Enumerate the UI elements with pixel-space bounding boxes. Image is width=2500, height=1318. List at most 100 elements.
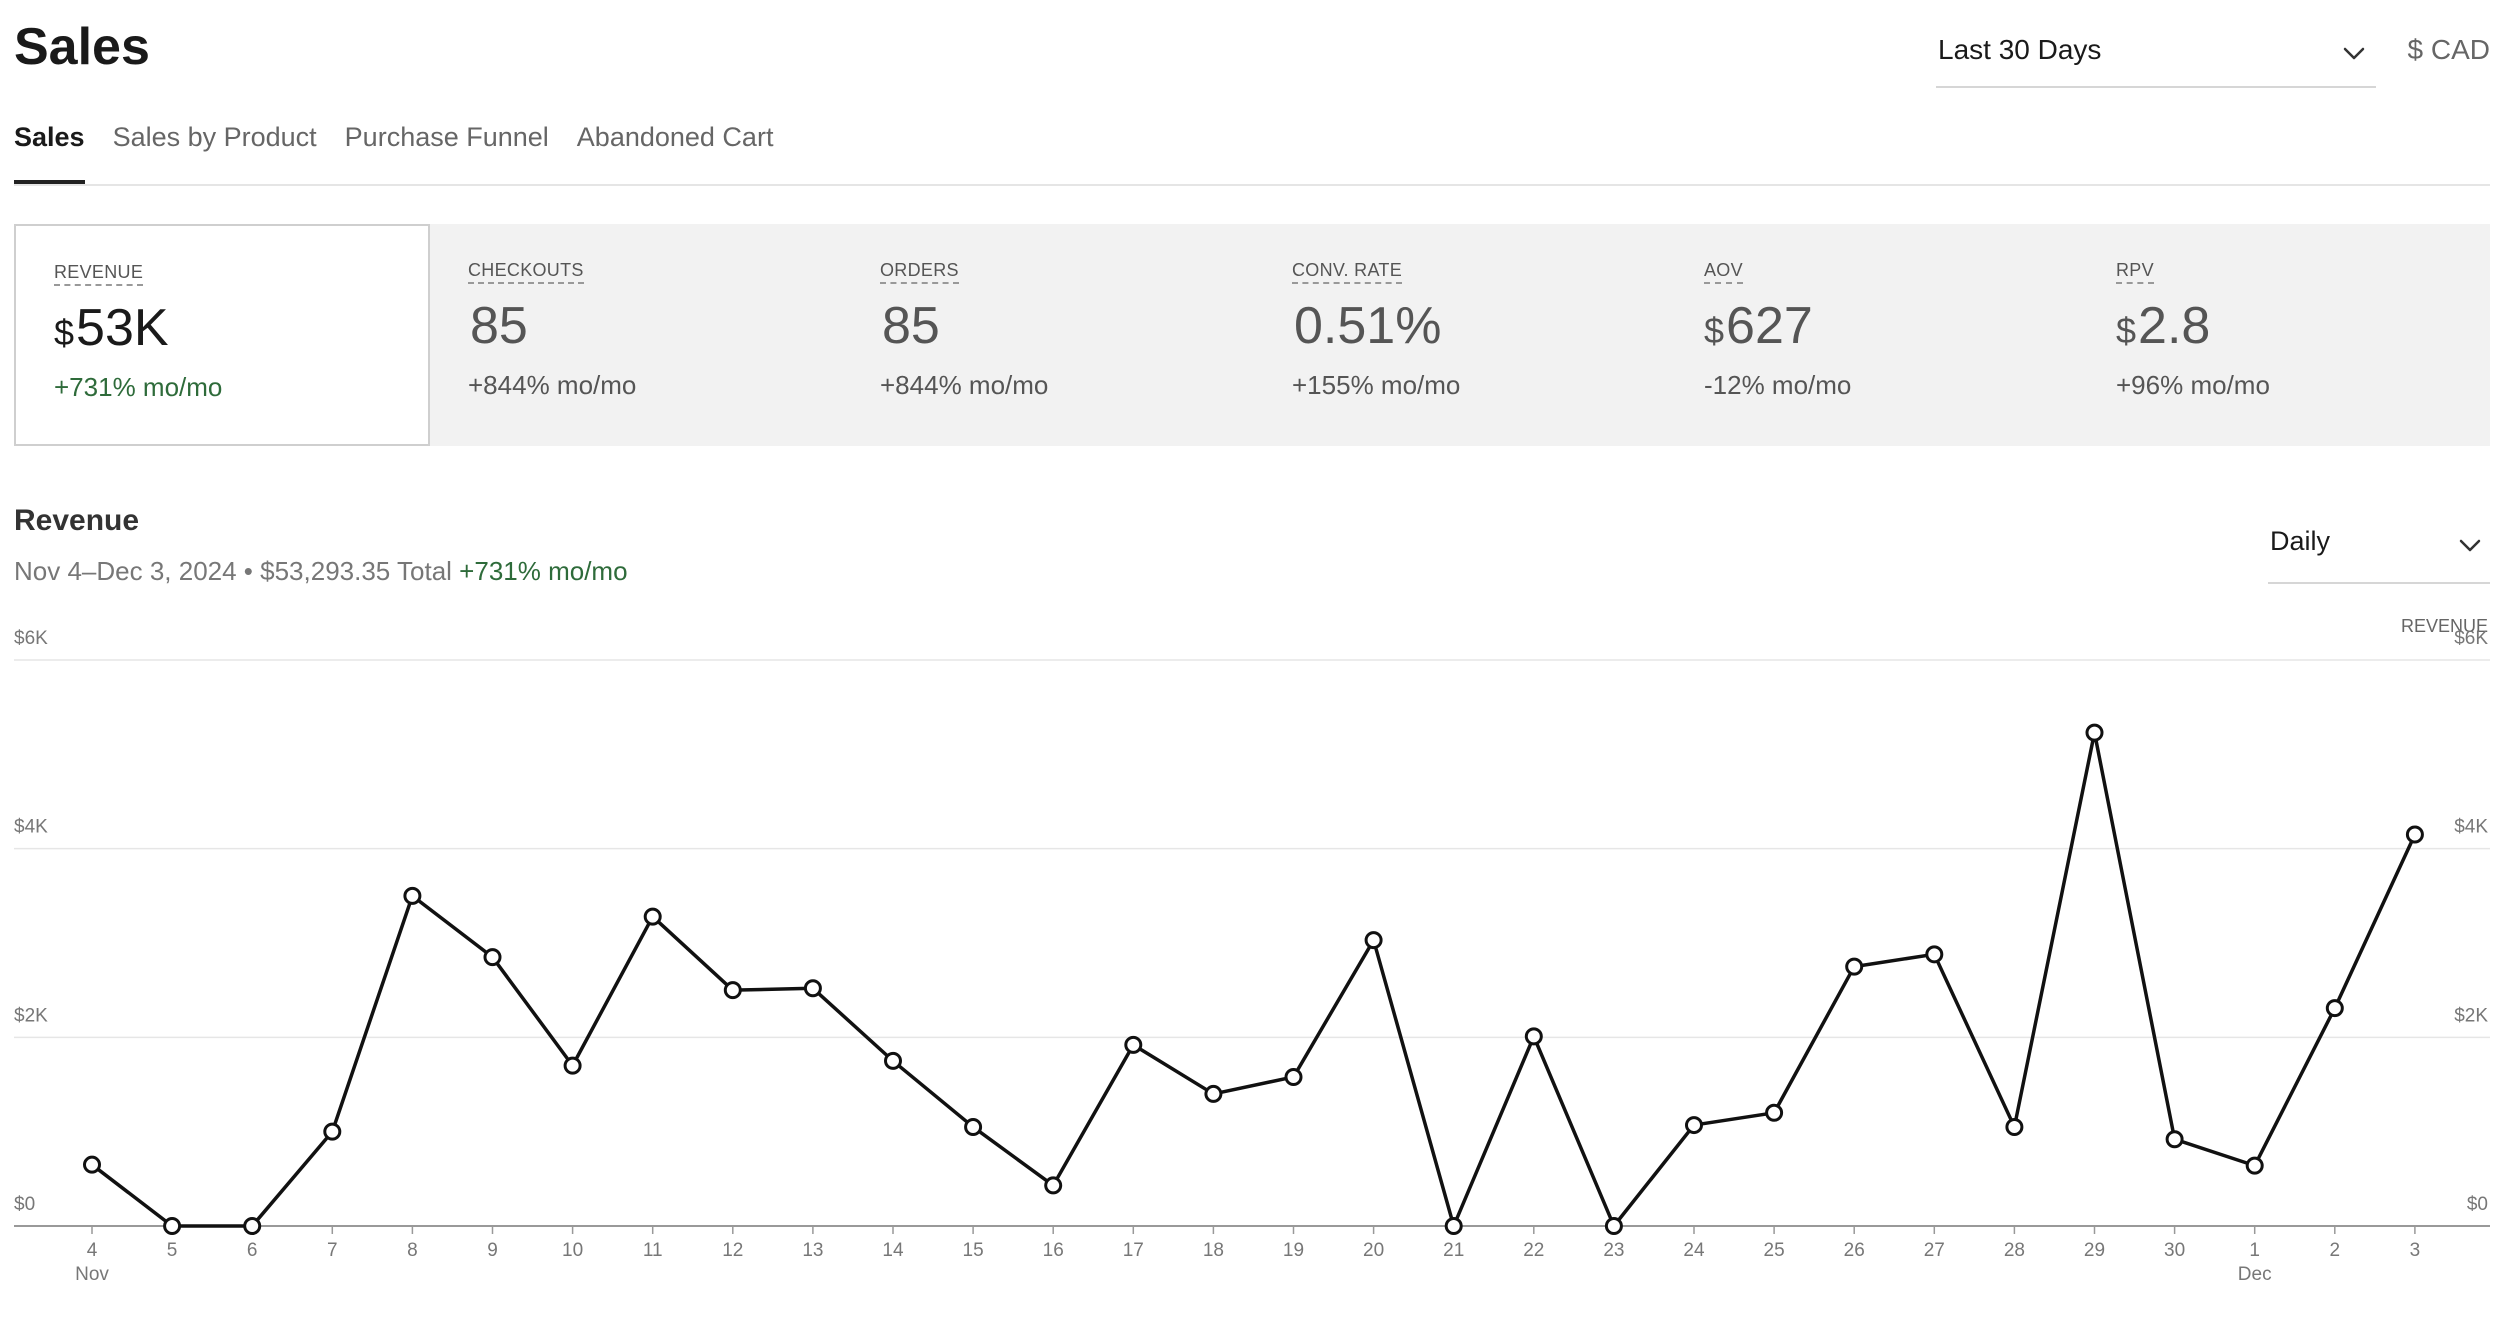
metric-value: $2.8 (2116, 297, 2211, 355)
metric-label: ORDERS (880, 260, 959, 284)
data-point (884, 1051, 902, 1070)
data-point (483, 948, 502, 967)
x-tick-label: 4 (87, 1240, 98, 1261)
data-point (1765, 1103, 1784, 1122)
metric-label: AOV (1704, 260, 1743, 284)
x-tick-label: 2 (2330, 1240, 2341, 1261)
data-point (1444, 1217, 1463, 1235)
data-point (2325, 999, 2344, 1018)
chart-summary: Nov 4–Dec 3, 2024 • $53,293.35 Total (14, 556, 452, 586)
x-tick-label: 20 (1363, 1240, 1384, 1261)
data-point (83, 1155, 101, 1174)
x-tick-label: 22 (1523, 1240, 1544, 1261)
x-tick-label: 30 (2164, 1240, 2185, 1261)
tab-sales-by-product[interactable]: Sales by Product (112, 122, 317, 152)
metric-value: 0.51% (1294, 297, 1442, 355)
y-axis-label: REVENUE (2401, 616, 2488, 636)
data-point (1364, 931, 1383, 950)
date-range-select[interactable]: Last 30 Days (1936, 20, 2376, 88)
data-point (1284, 1067, 1303, 1086)
x-tick-label: 14 (882, 1240, 904, 1261)
data-point (2405, 825, 2424, 844)
data-point (1685, 1116, 1703, 1135)
x-tick-label: 12 (722, 1240, 743, 1261)
metric-label: CHECKOUTS (468, 260, 584, 284)
data-point (1124, 1035, 1143, 1054)
page-title: Sales (14, 18, 150, 76)
x-month-label: Nov (75, 1264, 109, 1285)
x-tick-label: 25 (1764, 1240, 1785, 1261)
data-point (803, 979, 822, 998)
x-tick-label: 9 (487, 1240, 498, 1261)
x-tick-label: 17 (1123, 1240, 1144, 1261)
x-tick-label: 16 (1043, 1240, 1064, 1261)
x-tick-label: 6 (247, 1240, 258, 1261)
y-tick-label-left: $4K (14, 817, 48, 838)
data-point (1604, 1217, 1623, 1235)
metric-value: $627 (1704, 297, 1813, 355)
chevron-down-icon (2343, 47, 2365, 60)
x-month-label: Dec (2238, 1264, 2272, 1285)
data-point (1044, 1176, 1063, 1195)
y-tick-label-left: $2K (14, 1005, 48, 1026)
metrics-panel: REVENUE $53K +731% mo/mo CHECKOUTS 85 +8… (14, 224, 2490, 446)
x-tick-label: 15 (963, 1240, 984, 1261)
tab-purchase-funnel[interactable]: Purchase Funnel (344, 122, 549, 152)
data-point (563, 1056, 582, 1075)
metric-label: REVENUE (54, 262, 144, 286)
metric-change: +844% mo/mo (468, 370, 637, 400)
tabs-divider (14, 184, 2490, 186)
metric-value: 85 (882, 297, 940, 355)
x-tick-label: 19 (1283, 1240, 1304, 1261)
data-point (163, 1217, 182, 1235)
x-tick-label: 11 (643, 1240, 663, 1261)
granularity-value: Daily (2270, 526, 2331, 556)
data-point (2085, 723, 2104, 742)
data-point (1925, 945, 1944, 964)
data-point (2245, 1156, 2264, 1175)
y-tick-label-left: $0 (14, 1194, 35, 1215)
x-tick-label: 13 (802, 1240, 823, 1261)
x-tick-label: 3 (2410, 1240, 2421, 1261)
metric-card-checkouts[interactable]: CHECKOUTS 85 +844% mo/mo (430, 224, 842, 446)
data-point (243, 1217, 262, 1235)
tab-abandoned-cart[interactable]: Abandoned Cart (576, 122, 774, 152)
data-point (1845, 957, 1864, 976)
data-point (1524, 1027, 1543, 1046)
metric-label: RPV (2116, 260, 2154, 284)
y-tick-label-right: $0 (2467, 1194, 2488, 1215)
date-range-value: Last 30 Days (1938, 34, 2102, 65)
x-tick-label: 5 (167, 1240, 178, 1261)
data-point (323, 1122, 342, 1141)
tab-bar: Sales Sales by Product Purchase Funnel A… (14, 112, 773, 186)
x-tick-label: 21 (1443, 1240, 1464, 1261)
metric-card-rpv[interactable]: RPV $2.8 +96% mo/mo (2078, 224, 2490, 446)
metric-card-conv-rate[interactable]: CONV. RATE 0.51% +155% mo/mo (1254, 224, 1666, 446)
revenue-line-chart: REVENUE $0 $0 $2K $2K $4K $4K $6K $6K 4 Nov 5 6 7 8 9 10… (14, 616, 2490, 1285)
metric-value: $53K (54, 299, 169, 357)
chart-title: Revenue (14, 504, 140, 537)
data-point (2165, 1130, 2184, 1149)
metric-change: +155% mo/mo (1292, 370, 1461, 400)
metric-card-aov[interactable]: AOV $627 -12% mo/mo (1666, 224, 2078, 446)
x-tick-label: 28 (2004, 1240, 2025, 1261)
x-tick-label: 24 (1683, 1240, 1705, 1261)
metric-card-revenue[interactable]: REVENUE $53K +731% mo/mo (14, 224, 430, 446)
chart-change: +731% mo/mo (459, 556, 628, 586)
tab-sales[interactable]: Sales (14, 112, 85, 184)
data-point (643, 907, 662, 926)
x-tick-label: 23 (1603, 1240, 1624, 1261)
data-point (2005, 1117, 2024, 1136)
currency-label: $ CAD (2407, 34, 2490, 65)
metric-change: +731% mo/mo (54, 372, 223, 402)
x-tick-label: 18 (1203, 1240, 1224, 1261)
metric-card-orders[interactable]: ORDERS 85 +844% mo/mo (842, 224, 1254, 446)
x-tick-label: 1 (2249, 1240, 2260, 1261)
x-tick-label: 27 (1924, 1240, 1945, 1261)
x-tick-label: 8 (407, 1240, 418, 1261)
granularity-select[interactable]: Daily (2268, 516, 2490, 584)
data-point (964, 1117, 983, 1136)
y-tick-label-right: $4K (2454, 817, 2488, 838)
chevron-down-icon (2459, 539, 2481, 552)
y-tick-label-right: $6K (2454, 628, 2488, 649)
